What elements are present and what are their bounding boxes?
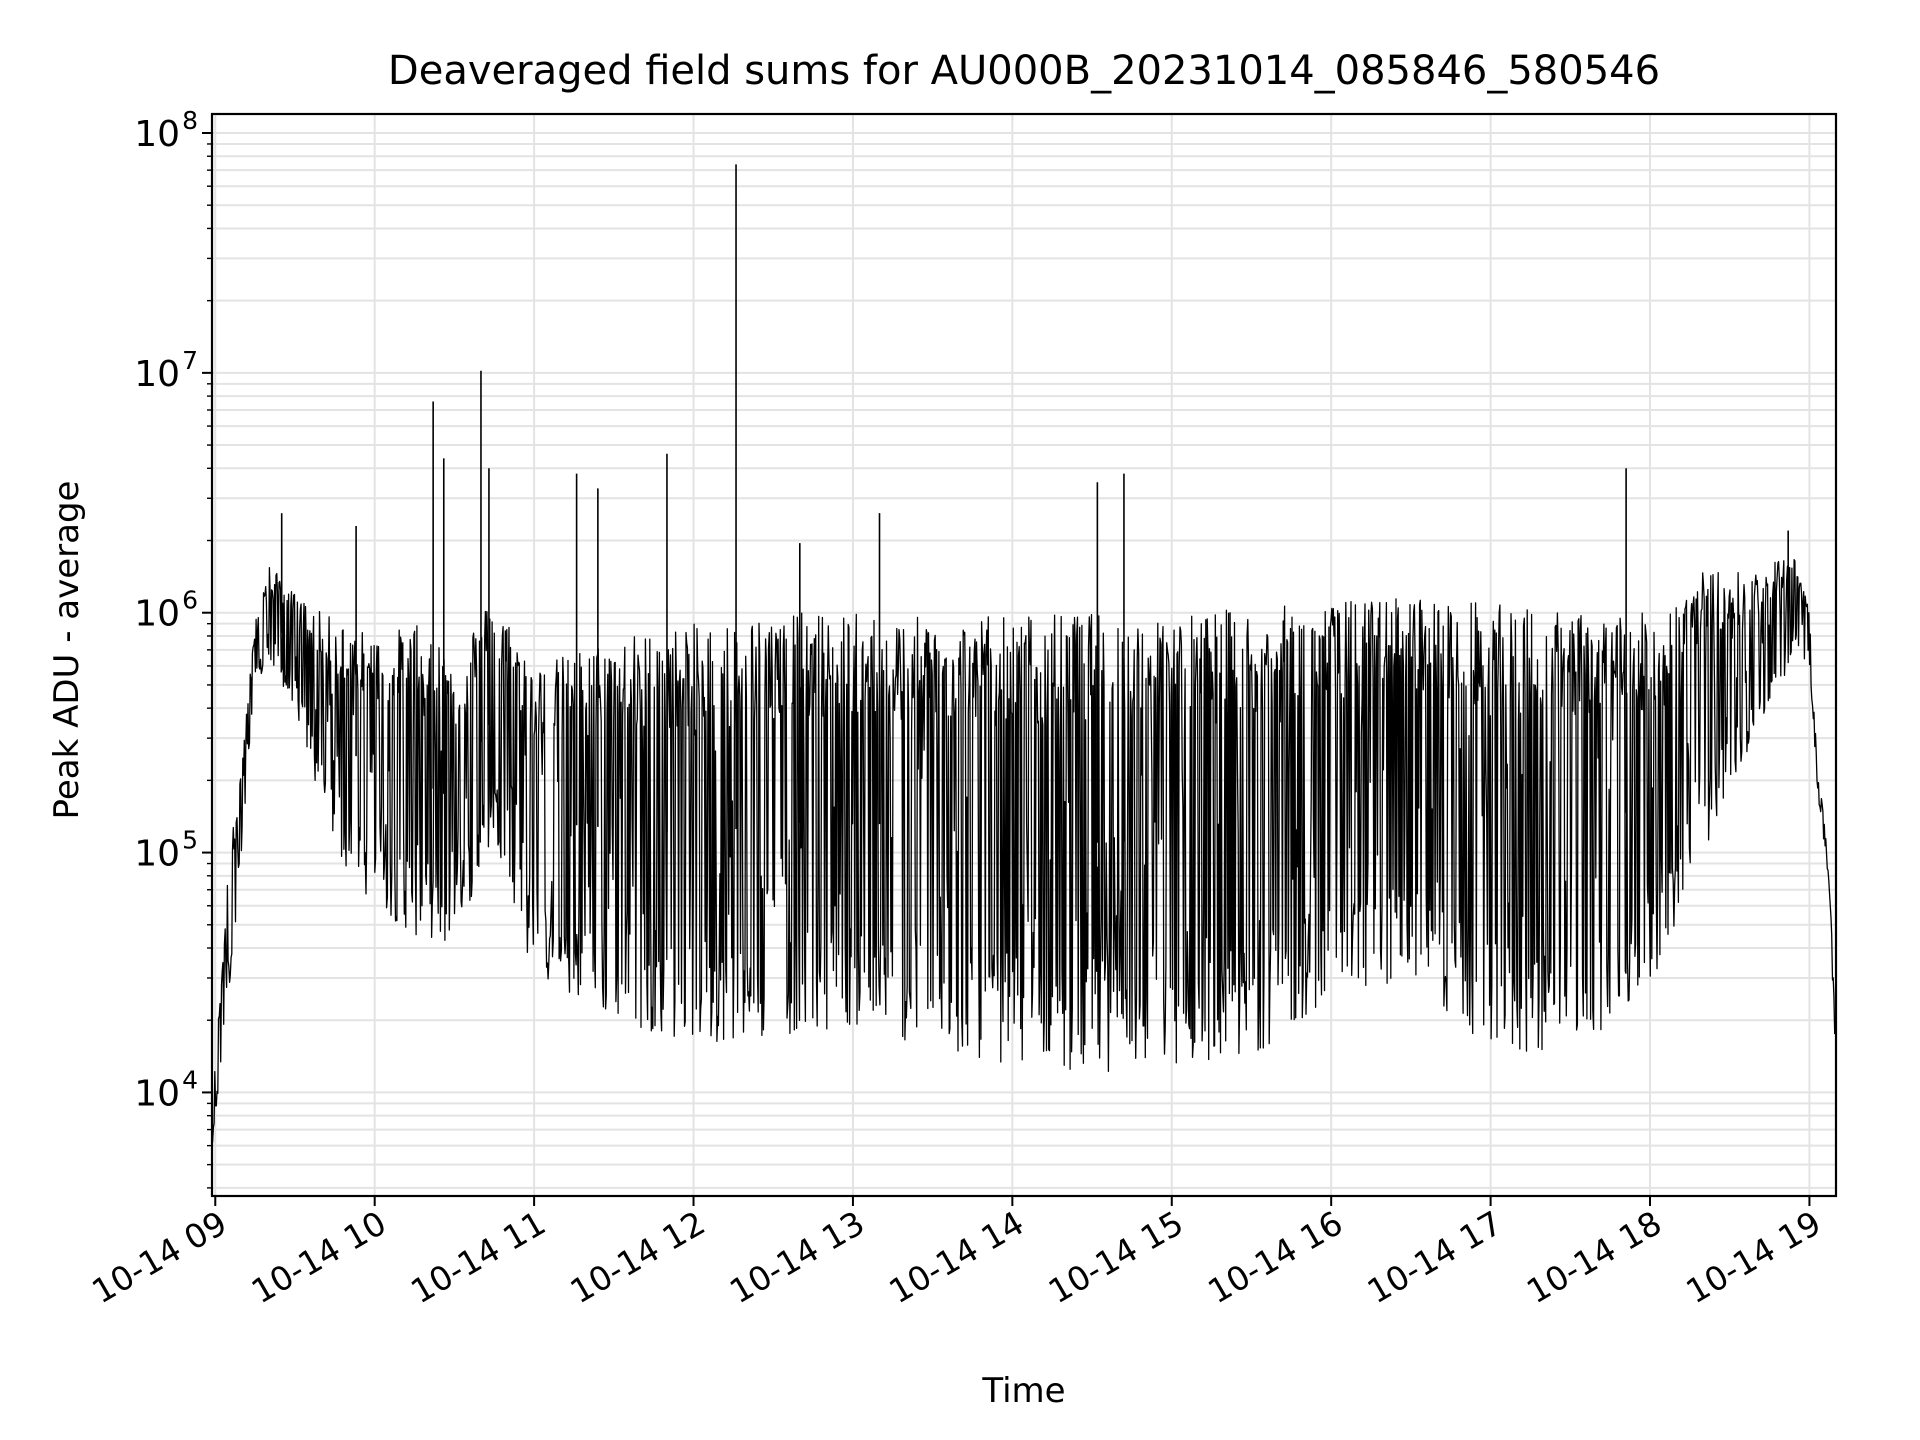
y-tick-label: 10 bbox=[134, 594, 180, 635]
y-tick-label: 10 bbox=[134, 1073, 180, 1114]
y-tick-label: 10 bbox=[134, 834, 180, 875]
series-line bbox=[211, 559, 1836, 1143]
y-tick-label: 10 bbox=[134, 114, 180, 155]
y-tick-exponent: 7 bbox=[182, 346, 198, 375]
plot-frame bbox=[210, 112, 1838, 1198]
y-axis-label: Peak ADU - average bbox=[47, 481, 87, 820]
y-tick-exponent: 5 bbox=[182, 826, 198, 855]
y-tick-exponent: 6 bbox=[182, 586, 198, 615]
x-axis-label: Time bbox=[981, 1371, 1065, 1411]
y-tick-exponent: 8 bbox=[182, 106, 198, 135]
plot-area bbox=[211, 164, 1836, 1143]
y-tick-exponent: 4 bbox=[182, 1065, 198, 1094]
y-tick-label: 10 bbox=[134, 354, 180, 395]
chart-title: Deaveraged field sums for AU000B_2023101… bbox=[388, 48, 1660, 94]
